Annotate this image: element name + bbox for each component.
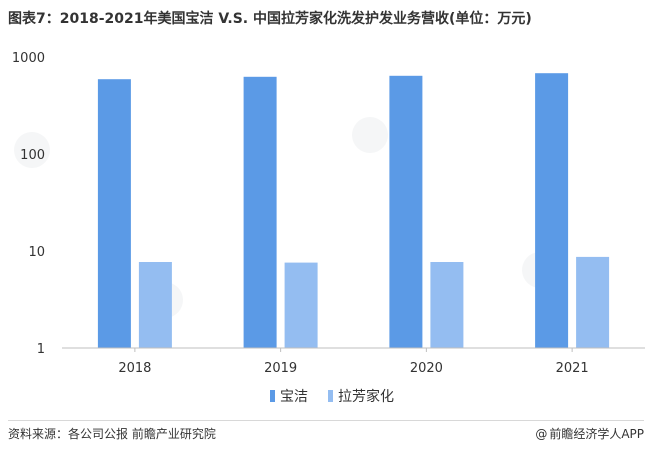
bars	[97, 73, 610, 349]
y-tick-label-1: 1	[37, 342, 45, 357]
legend-label-pg: 宝洁	[280, 389, 308, 405]
brand-name: 前瞻经济学人APP	[549, 427, 644, 441]
y-axis: 1 10 100 1000	[12, 51, 45, 357]
chart-title: 图表7：2018-2021年美国宝洁 V.S. 中国拉芳家化洗发护发业务营收(单…	[8, 11, 532, 27]
bar-lafang-2018	[138, 262, 172, 348]
y-tick-label-100: 100	[20, 148, 45, 163]
x-tick-label-2018: 2018	[118, 361, 151, 376]
bar-lafang-2021	[576, 256, 610, 348]
x-tick-label-2020: 2020	[410, 361, 443, 376]
legend-label-lafang: 拉芳家化	[338, 388, 394, 405]
bar-pg-2020	[389, 75, 423, 349]
x-tick-label-2019: 2019	[264, 361, 297, 376]
source-note: 资料来源：各公司公报 前瞻产业研究院	[8, 427, 216, 441]
legend-swatch-pg	[270, 390, 275, 402]
bar-pg-2019	[243, 76, 277, 349]
footer-divider	[8, 420, 644, 421]
watermark-logo	[14, 132, 50, 168]
brand-credit: @ 前瞻经济学人APP	[535, 425, 644, 442]
bar-lafang-2019	[284, 262, 318, 348]
watermark-logo	[352, 117, 388, 153]
brand-at-icon: @	[535, 427, 548, 441]
legend-swatch-lafang	[328, 390, 333, 402]
bar-pg-2018	[97, 79, 131, 348]
y-tick-label-1000: 1000	[12, 51, 45, 66]
x-tick-label-2021: 2021	[556, 361, 589, 376]
legend: 宝洁 拉芳家化	[270, 388, 394, 405]
bar-lafang-2020	[430, 262, 464, 348]
y-tick-label-10: 10	[28, 245, 45, 260]
bar-pg-2021	[535, 73, 569, 348]
x-axis: 2018 2019 2020 2021	[62, 347, 645, 376]
